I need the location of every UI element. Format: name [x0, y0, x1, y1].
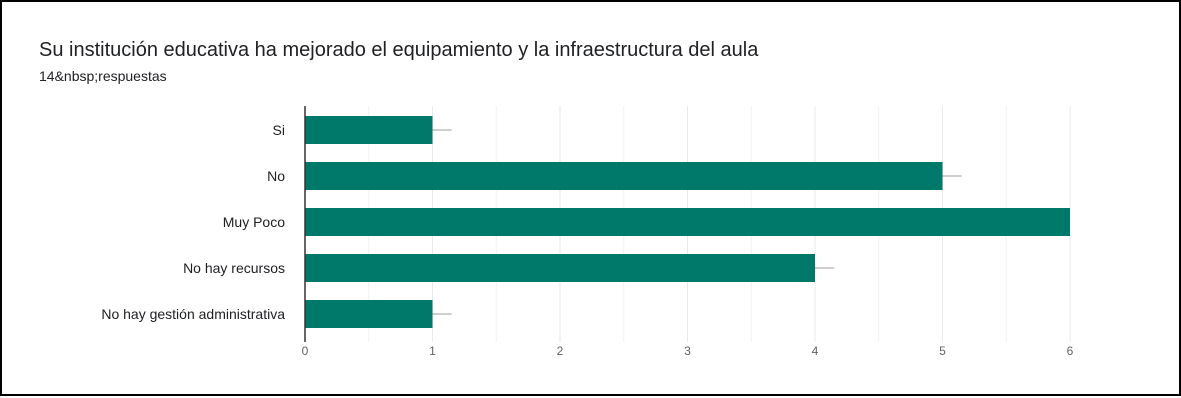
x-tick-label: 5: [939, 344, 946, 358]
category-label: Muy Poco: [223, 214, 285, 230]
bar: [305, 300, 433, 328]
x-tick-label: 0: [302, 344, 309, 358]
bar: [305, 208, 1070, 236]
category-label: No: [267, 168, 285, 184]
x-tick-label: 3: [684, 344, 691, 358]
bar: [305, 254, 815, 282]
x-tick-label: 6: [1067, 344, 1074, 358]
x-tick-label: 2: [557, 344, 564, 358]
bar: [305, 116, 433, 144]
x-tick-label: 4: [812, 344, 819, 358]
chart-title: Su institución educativa ha mejorado el …: [39, 39, 759, 61]
category-label: Si: [273, 122, 285, 138]
response-count: 14&nbsp;respuestas: [39, 68, 167, 84]
category-label: No hay gestión administrativa: [101, 306, 285, 322]
x-tick-label: 1: [429, 344, 436, 358]
category-label: No hay recursos: [183, 260, 285, 276]
bar: [305, 162, 943, 190]
